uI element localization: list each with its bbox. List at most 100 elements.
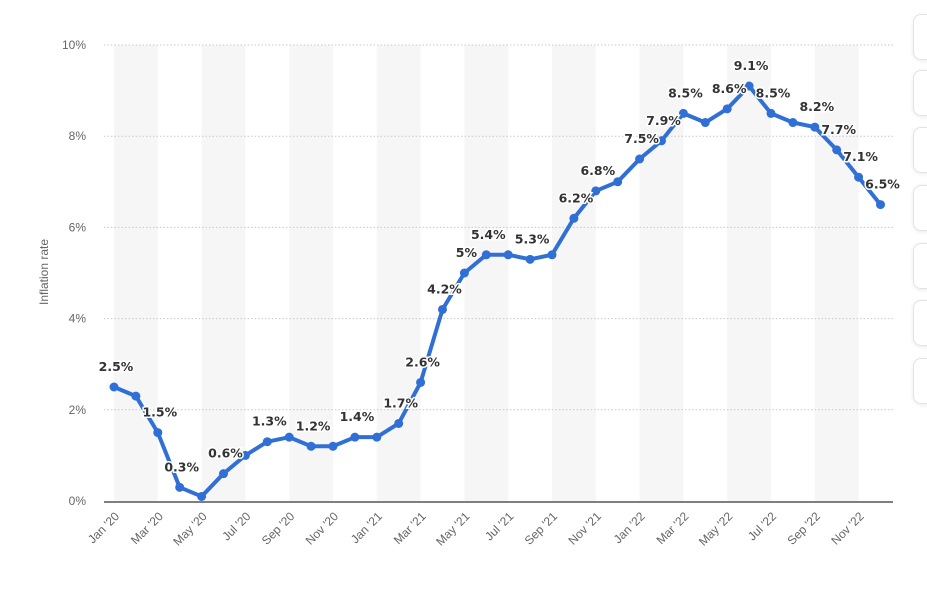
data-point [678, 108, 688, 118]
data-label: 7.9% [646, 113, 681, 128]
data-point [372, 432, 382, 442]
data-label: 0.6% [208, 446, 243, 461]
data-label: 4.2% [427, 281, 462, 296]
data-point [438, 304, 447, 314]
data-point [657, 136, 666, 146]
data-label: 8.2% [799, 99, 834, 114]
y-tick-label: 6% [69, 220, 87, 234]
data-point [810, 122, 820, 132]
x-tick-label: Jul '22 [745, 509, 779, 543]
data-point [525, 254, 535, 264]
data-point [569, 213, 579, 223]
data-label: 6.5% [865, 177, 900, 192]
data-point [328, 441, 338, 451]
data-point [262, 437, 272, 447]
x-tick-label: Nov '21 [566, 509, 605, 548]
data-point [197, 491, 207, 501]
data-point [306, 441, 316, 451]
data-labels: 2.5% 1.5% 0.3% 0.6% 1.3% 1.2% 1.4% 1.7% 2.6% 4.2%… [97, 57, 902, 476]
x-tick-label: May '20 [170, 509, 210, 549]
data-point [744, 81, 754, 91]
x-tick-label: Nov '22 [828, 509, 867, 548]
data-point [175, 482, 185, 492]
data-label: 6.2% [559, 190, 594, 205]
series-line [112, 84, 883, 499]
data-point [832, 145, 842, 155]
data-point [635, 154, 645, 164]
data-points [109, 81, 885, 501]
data-label: 2.6% [405, 354, 440, 369]
y-tick-label: 0% [69, 494, 87, 508]
data-label: 5.4% [471, 227, 506, 242]
data-point [591, 186, 601, 196]
x-tick-label: May '22 [696, 509, 736, 549]
x-tick-label: Mar '21 [391, 509, 429, 547]
x-tick-label: Jul '20 [219, 509, 253, 543]
x-tick-label: Jan '21 [348, 509, 385, 546]
x-tick-label: Jan '22 [611, 509, 648, 546]
y-tick-label: 8% [69, 129, 87, 143]
side-button-6[interactable] [913, 300, 927, 346]
x-tick-label: Sep '21 [522, 509, 561, 548]
data-point [766, 108, 776, 118]
band [114, 45, 158, 501]
side-button-3[interactable] [913, 127, 927, 173]
data-point [394, 418, 404, 428]
data-point [481, 250, 491, 260]
data-point [722, 104, 732, 114]
data-point [788, 118, 798, 128]
data-point [876, 200, 885, 210]
x-tick-label: Nov '20 [303, 509, 342, 548]
side-button-5[interactable] [913, 243, 927, 289]
data-point [547, 250, 557, 260]
side-button-4[interactable] [913, 185, 927, 231]
data-point [109, 382, 119, 392]
x-tick-labels: Jan '20 Mar '20 May '20 Jul '20 Sep '20 Nov '… [85, 509, 867, 549]
data-point [700, 118, 710, 128]
side-button-2[interactable] [913, 70, 927, 116]
data-label: 8.5% [756, 85, 791, 100]
data-label: 9.1% [734, 58, 769, 73]
side-button-1[interactable] [913, 14, 927, 60]
band [289, 45, 333, 501]
data-point [284, 432, 294, 442]
y-axis-label: Inflation rate [37, 239, 51, 305]
x-tick-label: Jul '21 [482, 509, 516, 543]
y-tick-label: 10% [62, 38, 86, 52]
x-tick-label: Mar '22 [654, 509, 692, 547]
side-button-7[interactable] [913, 358, 927, 404]
data-label: 7.7% [821, 122, 856, 137]
data-point [459, 268, 469, 278]
alternating-bands [114, 45, 859, 501]
data-point [350, 432, 360, 442]
data-label: 5% [456, 245, 478, 260]
band [814, 45, 859, 501]
x-tick-label: Sep '20 [259, 509, 298, 548]
data-label: 6.8% [580, 163, 615, 178]
data-label: 1.4% [340, 409, 375, 424]
band [552, 45, 596, 501]
band [201, 45, 246, 501]
data-label: 7.1% [843, 149, 878, 164]
data-point [503, 250, 513, 260]
data-label: 5.3% [515, 231, 550, 246]
data-point [219, 469, 228, 479]
data-label: 8.6% [712, 81, 747, 96]
data-label: 0.3% [164, 459, 199, 474]
data-point [153, 428, 163, 438]
data-label: 1.3% [252, 414, 287, 429]
y-tick-label: 4% [69, 312, 87, 326]
data-point [613, 177, 623, 187]
data-label: 8.5% [668, 85, 703, 100]
y-tick-labels: 0% 2% 4% 6% 8% 10% [62, 38, 86, 508]
data-point [416, 377, 426, 387]
x-tick-label: Mar '20 [128, 509, 166, 547]
data-label: 1.7% [383, 395, 418, 410]
data-label: 1.2% [296, 418, 331, 433]
data-label: 2.5% [99, 359, 134, 374]
data-label: 7.5% [624, 131, 659, 146]
band [727, 45, 771, 501]
data-label: 1.5% [142, 405, 177, 420]
data-point [240, 450, 250, 460]
